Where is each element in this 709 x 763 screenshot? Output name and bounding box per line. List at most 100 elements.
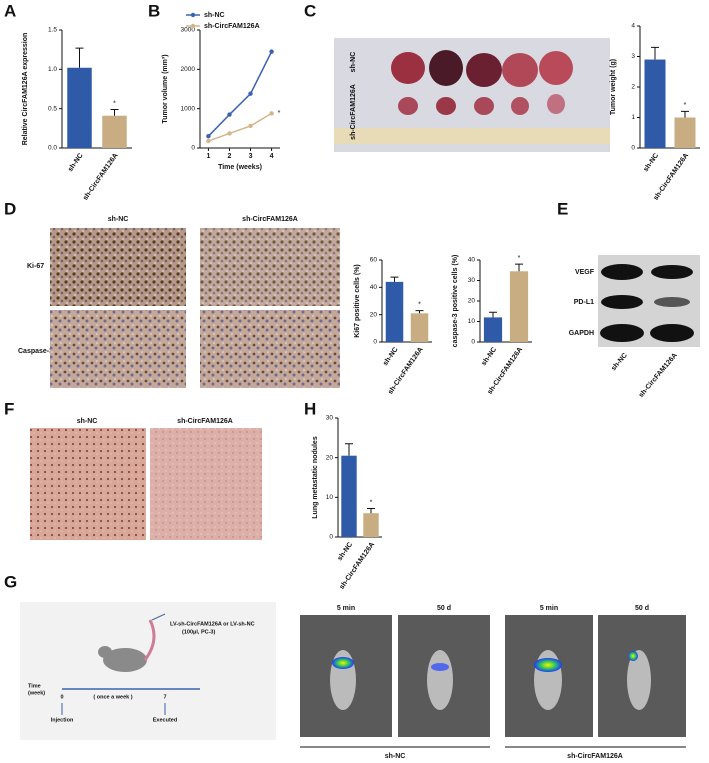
panel-letter: E <box>557 199 568 218</box>
y-tick-label: 1.5 <box>48 27 57 34</box>
point <box>248 91 253 96</box>
group-label: sh-CircFAM126A <box>567 753 623 760</box>
y-tick-label: 40 <box>468 257 476 264</box>
y-axis-label: Lung metastatic nodules <box>312 436 319 519</box>
x-tick-label: 3 <box>249 153 253 160</box>
y-tick-label: 1 <box>631 114 635 121</box>
axis-label: Time <box>28 683 41 689</box>
y-tick-label: 2000 <box>181 66 196 73</box>
y-tick-label: 20 <box>370 311 378 318</box>
error-bar <box>515 263 523 272</box>
ruler <box>334 128 610 144</box>
bar <box>67 67 92 148</box>
significance: * <box>684 102 687 109</box>
y-tick-label: 2 <box>631 84 635 91</box>
legend-label: sh-NC <box>204 12 225 19</box>
panel-letter: F <box>4 399 14 418</box>
significance: * <box>518 255 521 262</box>
column-label: sh-NC <box>108 216 129 223</box>
bar <box>363 513 379 537</box>
end-label: Executed <box>153 717 177 723</box>
error-bar <box>75 47 84 68</box>
column-label: sh-CircFAM126A <box>177 418 233 425</box>
y-tick-label: 60 <box>370 257 378 264</box>
panel-letter: H <box>304 399 316 418</box>
y-axis-label: Tumor volume (mm³) <box>162 54 169 123</box>
tumors <box>391 50 573 115</box>
y-tick-label: 0 <box>373 339 377 346</box>
x-axis-label: Time (weeks) <box>218 164 262 171</box>
x-tick-label: 2 <box>228 153 232 160</box>
point <box>248 123 253 129</box>
x-tick-label: sh-NC <box>643 152 661 173</box>
y-axis-label: caspase-3 positive cells (%) <box>452 255 459 348</box>
row-label: Caspase-3 <box>18 348 53 355</box>
y-tick-label: 3000 <box>181 27 196 34</box>
y-tick-label: 10 <box>468 318 476 325</box>
significance: * <box>113 100 116 107</box>
y-tick-label: 0 <box>329 534 333 541</box>
legend-marker <box>190 12 196 18</box>
timepoint-label: 50 d <box>635 605 649 612</box>
row-label: sh-NC <box>350 52 357 73</box>
mouse-icon <box>98 613 166 672</box>
bar <box>644 59 666 148</box>
blot-bands <box>600 264 694 342</box>
point <box>269 111 274 116</box>
line <box>207 51 273 137</box>
panel-letter: A <box>4 1 16 20</box>
lane-label: sh-NC <box>610 352 629 372</box>
dose-label: (100μl, PC-3) <box>182 629 215 635</box>
significance: * <box>278 110 281 117</box>
legend-marker <box>190 23 196 29</box>
x-tick-label: sh-CircFAM126A <box>82 152 120 202</box>
panel-letter: B <box>148 1 160 20</box>
group-label: sh-NC <box>385 753 406 760</box>
error-bar <box>345 443 353 456</box>
line <box>208 112 272 142</box>
row-label: sh-CircFAM126A <box>350 84 357 140</box>
ihc-image <box>200 228 340 306</box>
band-label: VEGF <box>575 269 595 276</box>
y-tick-label: 30 <box>326 415 334 422</box>
ihc-image <box>50 228 186 306</box>
timepoint-label: 50 d <box>437 605 451 612</box>
significance: * <box>370 499 373 506</box>
band-label: PD-L1 <box>574 299 594 306</box>
point <box>206 134 211 139</box>
point <box>227 131 232 136</box>
column-label: sh-CircFAM126A <box>242 216 298 223</box>
start-label: Injection <box>51 717 74 723</box>
x-tick-label: sh-NC <box>382 346 400 367</box>
point <box>206 138 211 144</box>
y-tick-label: 3 <box>631 53 635 60</box>
y-tick-label: 1000 <box>181 105 196 112</box>
ihc-image <box>200 310 340 388</box>
ihc-image <box>50 310 186 388</box>
panel-letter: C <box>304 1 316 20</box>
y-tick-label: 40 <box>370 284 378 291</box>
tick-label: 7 <box>163 694 166 700</box>
bar <box>102 115 127 148</box>
y-tick-label: 20 <box>326 454 334 461</box>
y-axis-label: Tumor weight (g) <box>610 59 617 115</box>
tick-label: 0 <box>60 694 63 700</box>
error-bar <box>110 108 119 116</box>
x-tick-label: sh-CircFAM126A <box>653 152 691 202</box>
timepoint-label: 5 min <box>337 605 355 612</box>
y-axis-label: Ki67 positive cells (%) <box>354 264 361 338</box>
y-tick-label: 0.5 <box>48 105 57 112</box>
panel-letter: D <box>4 199 16 218</box>
panel-letter: G <box>4 572 17 591</box>
error-bar <box>651 46 659 60</box>
lung-image <box>30 428 146 540</box>
y-tick-label: 4 <box>631 23 635 30</box>
interval-label: ( once a week ) <box>93 694 132 700</box>
y-tick-label: 1.0 <box>48 66 57 73</box>
lung-image <box>150 428 262 540</box>
x-tick-label: 4 <box>270 153 274 160</box>
error-bar <box>367 507 375 514</box>
x-tick-label: 1 <box>206 153 210 160</box>
bar <box>410 313 429 342</box>
